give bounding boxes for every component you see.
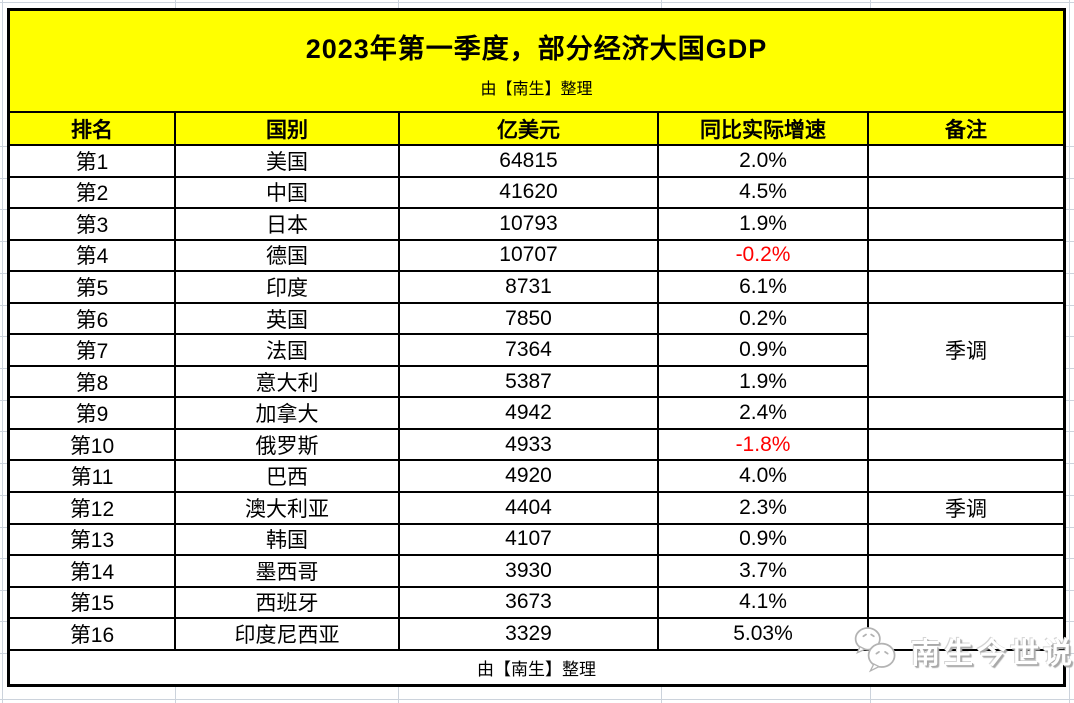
note-cell <box>869 398 1063 430</box>
gdp-cell: 4920 <box>400 461 659 494</box>
growth-cell: 2.0% <box>659 146 869 178</box>
note-cell <box>869 241 1063 273</box>
note-cell-merged: 季调 <box>869 304 1063 399</box>
country-cell: 西班牙 <box>176 587 400 620</box>
note-cell <box>869 588 1063 620</box>
note-cell <box>869 430 1063 462</box>
rank-cell: 第12 <box>10 493 176 525</box>
country-cell: 意大利 <box>176 366 400 399</box>
rank-cell: 第5 <box>10 272 176 304</box>
rank-cell: 第15 <box>10 587 176 620</box>
country-cell: 俄罗斯 <box>176 429 400 462</box>
gdp-cell: 4933 <box>400 429 659 462</box>
column-header-rank: 排名 <box>10 113 176 146</box>
country-cell: 法国 <box>176 335 400 367</box>
gdp-cell: 3673 <box>400 587 659 620</box>
chat-bubbles-logo-icon <box>854 627 896 673</box>
gdp-cell: 4107 <box>400 524 659 557</box>
sheet-gridline <box>1069 0 1070 703</box>
gdp-cell: 3930 <box>400 556 659 588</box>
growth-cell: 5.03% <box>659 619 869 651</box>
country-cell: 澳大利亚 <box>176 493 400 525</box>
rank-cell: 第8 <box>10 366 176 399</box>
note-cell: 季调 <box>869 493 1063 525</box>
rank-cell: 第13 <box>10 524 176 557</box>
country-cell: 巴西 <box>176 461 400 494</box>
page-title: 2023年第一季度，部分经济大国GDP <box>305 34 768 64</box>
rank-cell: 第4 <box>10 240 176 273</box>
rank-cell: 第3 <box>10 209 176 241</box>
gdp-cell: 10793 <box>400 209 659 241</box>
country-cell: 印度 <box>176 272 400 304</box>
country-cell: 加拿大 <box>176 398 400 430</box>
note-cell <box>869 461 1063 494</box>
note-cell <box>869 209 1063 241</box>
rank-cell: 第6 <box>10 303 176 336</box>
column-header-note: 备注 <box>869 113 1063 146</box>
gdp-cell: 3329 <box>400 619 659 651</box>
rank-cell: 第1 <box>10 146 176 178</box>
country-cell: 英国 <box>176 303 400 336</box>
growth-cell: 4.1% <box>659 587 869 620</box>
growth-cell: 2.3% <box>659 493 869 525</box>
gdp-cell: 5387 <box>400 366 659 399</box>
growth-cell: -0.2% <box>659 240 869 273</box>
gdp-cell: 64815 <box>400 146 659 178</box>
watermark-text: 南生今世说 <box>911 638 1074 670</box>
gdp-cell: 7850 <box>400 303 659 336</box>
growth-cell: 0.9% <box>659 524 869 557</box>
note-cell <box>869 272 1063 304</box>
rank-cell: 第10 <box>10 429 176 462</box>
column-header-growth: 同比实际增速 <box>659 113 869 146</box>
country-cell: 墨西哥 <box>176 556 400 588</box>
sheet-gridline <box>2 0 3 703</box>
gdp-cell: 7364 <box>400 335 659 367</box>
growth-cell: 3.7% <box>659 556 869 588</box>
growth-cell: 0.2% <box>659 303 869 336</box>
page-subtitle: 由【南生】整理 <box>480 81 593 98</box>
growth-cell: -1.8% <box>659 429 869 462</box>
rank-cell: 第7 <box>10 335 176 367</box>
rank-cell: 第11 <box>10 461 176 494</box>
gdp-cell: 10707 <box>400 240 659 273</box>
rank-cell: 第2 <box>10 177 176 210</box>
gdp-cell: 8731 <box>400 272 659 304</box>
column-header-country: 国别 <box>176 113 400 146</box>
note-cell <box>869 619 1063 651</box>
growth-cell: 4.0% <box>659 461 869 494</box>
country-cell: 德国 <box>176 240 400 273</box>
sheet-gridline <box>0 2 1074 3</box>
title-banner: 2023年第一季度，部分经济大国GDP 由【南生】整理 <box>10 11 1063 113</box>
note-cell <box>869 146 1063 178</box>
country-cell: 日本 <box>176 209 400 241</box>
gdp-cell: 4404 <box>400 493 659 525</box>
growth-cell: 0.9% <box>659 335 869 367</box>
country-cell: 印度尼西亚 <box>176 619 400 651</box>
rank-cell: 第14 <box>10 556 176 588</box>
gdp-cell: 4942 <box>400 398 659 430</box>
sheet-gridline <box>0 699 1074 700</box>
rank-cell: 第16 <box>10 619 176 651</box>
note-cell <box>869 525 1063 557</box>
rank-cell: 第9 <box>10 398 176 430</box>
country-cell: 美国 <box>176 146 400 178</box>
growth-cell: 1.9% <box>659 209 869 241</box>
growth-cell: 6.1% <box>659 272 869 304</box>
footer-source: 由【南生】整理 <box>477 659 596 679</box>
note-cell <box>869 556 1063 588</box>
country-cell: 中国 <box>176 177 400 210</box>
gdp-table: 2023年第一季度，部分经济大国GDP 由【南生】整理 排名 国别 亿美元 同比… <box>7 8 1066 687</box>
watermark: 南生今世说 <box>853 624 1074 678</box>
column-header-gdp: 亿美元 <box>400 113 659 146</box>
growth-cell: 4.5% <box>659 177 869 210</box>
country-cell: 韩国 <box>176 524 400 557</box>
gdp-cell: 41620 <box>400 177 659 210</box>
growth-cell: 2.4% <box>659 398 869 430</box>
note-cell <box>869 178 1063 210</box>
growth-cell: 1.9% <box>659 366 869 399</box>
